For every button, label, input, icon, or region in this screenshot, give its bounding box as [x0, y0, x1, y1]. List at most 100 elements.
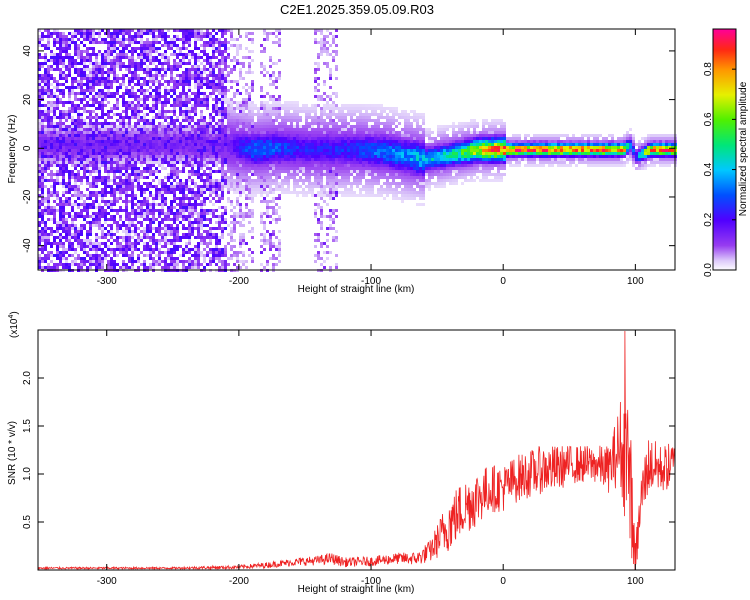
heatmap-cell — [107, 182, 110, 185]
heatmap-cell — [185, 149, 188, 152]
heatmap-cell — [65, 161, 68, 164]
heatmap-cell — [113, 125, 116, 128]
heatmap-cell — [68, 98, 71, 101]
heatmap-cell — [188, 173, 191, 176]
heatmap-cell — [38, 215, 41, 218]
heatmap-cell — [173, 164, 176, 167]
heatmap-cell — [41, 179, 44, 182]
heatmap-cell — [74, 227, 77, 230]
heatmap-cell — [257, 170, 260, 173]
heatmap-cell — [278, 110, 281, 113]
heatmap-cell — [224, 32, 227, 35]
heatmap-cell — [230, 80, 233, 83]
heatmap-cell — [47, 80, 50, 83]
heatmap-cell — [95, 74, 98, 77]
heatmap-cell — [224, 155, 227, 158]
heatmap-cell — [191, 119, 194, 122]
heatmap-cell — [275, 209, 278, 212]
heatmap-cell — [260, 50, 263, 53]
heatmap-cell — [296, 143, 299, 146]
heatmap-cell — [44, 146, 47, 149]
heatmap-cell — [86, 140, 89, 143]
heatmap-cell — [38, 167, 41, 170]
heatmap-cell — [197, 38, 200, 41]
heatmap-cell — [197, 146, 200, 149]
heatmap-cell — [251, 38, 254, 41]
heatmap-cell — [260, 95, 263, 98]
heatmap-cell — [224, 251, 227, 254]
heatmap-cell — [89, 155, 92, 158]
heatmap-cell — [296, 182, 299, 185]
heatmap-cell — [197, 149, 200, 152]
heatmap-cell — [260, 167, 263, 170]
heatmap-cell — [74, 260, 77, 263]
heatmap-cell — [221, 56, 224, 59]
heatmap-cell — [104, 125, 107, 128]
heatmap-cell — [92, 116, 95, 119]
heatmap-cell — [83, 209, 86, 212]
heatmap-cell — [197, 104, 200, 107]
heatmap-cell — [155, 239, 158, 242]
heatmap-cell — [116, 263, 119, 266]
heatmap-cell — [92, 152, 95, 155]
heatmap-cell — [143, 122, 146, 125]
heatmap-cell — [158, 143, 161, 146]
heatmap-cell — [83, 164, 86, 167]
heatmap-cell — [119, 155, 122, 158]
heatmap-cell — [95, 119, 98, 122]
heatmap-cell — [194, 143, 197, 146]
heatmap-cell — [131, 245, 134, 248]
heatmap-cell — [128, 59, 131, 62]
heatmap-cell — [185, 119, 188, 122]
heatmap-cell — [203, 209, 206, 212]
heatmap-cell — [290, 119, 293, 122]
heatmap-cell — [191, 209, 194, 212]
heatmap-cell — [245, 188, 248, 191]
heatmap-cell — [98, 236, 101, 239]
heatmap-cell — [254, 131, 257, 134]
heatmap-cell — [191, 98, 194, 101]
heatmap-cell — [179, 122, 182, 125]
heatmap-cell — [152, 122, 155, 125]
heatmap-cell — [110, 194, 113, 197]
heatmap-cell — [95, 68, 98, 71]
heatmap-cell — [44, 77, 47, 80]
heatmap-cell — [38, 92, 41, 95]
heatmap-cell — [179, 161, 182, 164]
heatmap-cell — [236, 137, 239, 140]
heatmap-cell — [275, 263, 278, 266]
heatmap-cell — [176, 143, 179, 146]
heatmap-cell — [59, 173, 62, 176]
heatmap-cell — [62, 74, 65, 77]
heatmap-cell — [116, 236, 119, 239]
heatmap-cell — [194, 68, 197, 71]
heatmap-cell — [59, 122, 62, 125]
heatmap-cell — [194, 92, 197, 95]
heatmap-cell — [116, 86, 119, 89]
heatmap-cell — [191, 125, 194, 128]
heatmap-cell — [269, 149, 272, 152]
heatmap-cell — [101, 182, 104, 185]
heatmap-cell — [173, 125, 176, 128]
heatmap-cell — [194, 221, 197, 224]
heatmap-cell — [167, 242, 170, 245]
heatmap-cell — [47, 218, 50, 221]
heatmap-cell — [218, 200, 221, 203]
heatmap-cell — [155, 116, 158, 119]
heatmap-cell — [173, 128, 176, 131]
heatmap-cell — [257, 191, 260, 194]
heatmap-cell — [95, 128, 98, 131]
heatmap-cell — [164, 53, 167, 56]
heatmap-cell — [44, 179, 47, 182]
heatmap-cell — [218, 188, 221, 191]
heatmap-cell — [185, 47, 188, 50]
heatmap-cell — [164, 158, 167, 161]
heatmap-cell — [68, 239, 71, 242]
heatmap-cell — [266, 122, 269, 125]
heatmap-cell — [152, 104, 155, 107]
heatmap-cell — [134, 35, 137, 38]
heatmap-cell — [68, 110, 71, 113]
heatmap-cell — [56, 242, 59, 245]
heatmap-cell — [44, 266, 47, 269]
